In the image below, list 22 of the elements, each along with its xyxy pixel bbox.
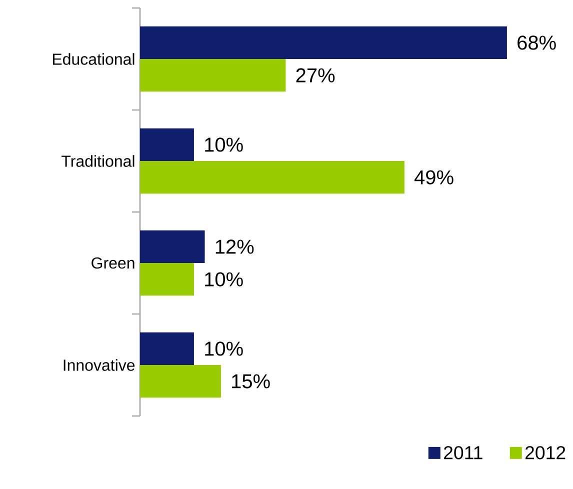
y-tick-label: Educational xyxy=(52,53,134,65)
bar xyxy=(140,365,221,398)
data-label: 12% xyxy=(216,240,254,254)
data-label: 68% xyxy=(518,36,556,50)
bar xyxy=(140,263,194,296)
data-label: 10% xyxy=(205,138,243,152)
y-tick-label: Traditional xyxy=(62,155,134,167)
bar xyxy=(140,161,404,194)
data-label: 27% xyxy=(296,68,335,82)
bar xyxy=(140,26,507,59)
legend-label: 2011 xyxy=(444,446,482,460)
bar xyxy=(140,332,194,366)
data-label: 15% xyxy=(232,374,270,388)
data-label: 49% xyxy=(414,170,454,184)
bar xyxy=(140,128,194,161)
bar xyxy=(140,59,286,92)
legend-label: 2012 xyxy=(525,446,566,460)
bar xyxy=(140,230,205,264)
data-label: 10% xyxy=(205,272,243,286)
y-tick-label: Green xyxy=(92,257,134,269)
y-tick-label: Innovative xyxy=(64,359,135,371)
data-label: 10% xyxy=(205,342,243,356)
